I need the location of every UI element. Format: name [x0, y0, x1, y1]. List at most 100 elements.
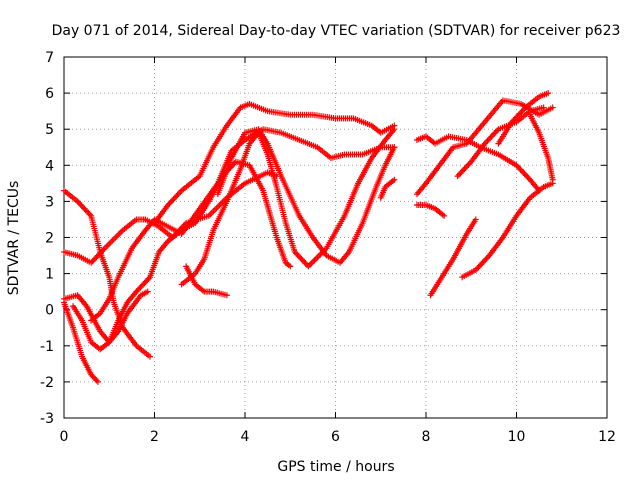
data-point-marker — [89, 258, 96, 265]
data-point-marker — [476, 262, 483, 269]
data-point-marker — [137, 284, 144, 291]
data-point-marker — [142, 278, 149, 285]
x-tick-label: 2 — [150, 429, 159, 445]
data-point-marker — [167, 199, 174, 206]
data-point-marker — [482, 256, 489, 263]
y-tick-label: 2 — [45, 231, 54, 247]
data-point-marker — [485, 136, 492, 143]
data-point-marker — [472, 216, 479, 223]
x-tick-label: 0 — [60, 429, 69, 445]
series-arc-l — [413, 133, 543, 194]
data-point-marker — [491, 130, 498, 137]
data-point-marker — [524, 173, 531, 180]
y-tick-label: 4 — [45, 158, 54, 174]
data-point-marker — [297, 254, 304, 261]
data-point-marker — [301, 259, 308, 266]
data-point-marker — [391, 176, 398, 183]
series-arc-m — [413, 202, 448, 219]
data-point-marker — [84, 208, 91, 215]
data-point-marker — [78, 202, 85, 209]
data-point-marker — [492, 129, 499, 136]
data-point-marker — [480, 258, 487, 265]
y-tick-label: -2 — [40, 375, 54, 391]
data-point-marker — [540, 104, 547, 111]
y-axis-label: SDTVAR / TECUs — [6, 181, 22, 296]
x-tick-label: 4 — [241, 429, 250, 445]
data-point-marker — [441, 212, 448, 219]
x-tick-label: 6 — [331, 429, 340, 445]
data-point-marker — [489, 131, 496, 138]
data-point-marker — [391, 126, 398, 133]
data-point-marker — [545, 90, 552, 97]
data-point-marker — [82, 207, 89, 214]
data-point-marker — [81, 205, 88, 212]
data-point-marker — [93, 377, 100, 384]
data-point-marker — [464, 163, 471, 170]
data-point-marker — [144, 288, 151, 295]
data-point-marker — [80, 204, 87, 211]
series-arc-e — [70, 288, 151, 353]
data-point-marker — [391, 144, 398, 151]
data-point-marker — [92, 255, 99, 262]
series-arc-j — [214, 126, 398, 266]
series-arc-k — [377, 176, 398, 201]
data-point-marker — [140, 281, 147, 288]
data-point-marker — [462, 164, 469, 171]
data-markers — [61, 90, 556, 385]
data-point-marker — [299, 257, 306, 264]
x-tick-label: 8 — [422, 429, 431, 445]
series-arc-s — [527, 111, 556, 183]
data-point-marker — [90, 374, 97, 381]
x-tick-label: 10 — [508, 429, 526, 445]
data-point-marker — [523, 172, 530, 179]
chart-title: Day 071 of 2014, Sidereal Day-to-day VTE… — [52, 23, 621, 39]
data-point-marker — [175, 190, 182, 197]
y-tick-label: -1 — [40, 339, 54, 355]
series-arc-r — [495, 90, 552, 147]
series-arc-o — [427, 216, 479, 299]
series-arc-g — [151, 100, 398, 227]
data-point-marker — [302, 260, 309, 267]
data-point-marker — [549, 176, 556, 183]
data-point-marker — [77, 201, 84, 208]
data-point-marker — [487, 134, 494, 141]
data-point-marker — [458, 168, 465, 175]
data-point-marker — [171, 194, 178, 201]
data-point-marker — [75, 199, 82, 206]
data-point-marker — [454, 173, 461, 180]
data-point-marker — [479, 259, 486, 266]
data-point-marker — [298, 256, 305, 263]
y-tick-label: 3 — [45, 194, 54, 210]
data-point-marker — [518, 168, 525, 175]
x-axis-label: GPS time / hours — [277, 459, 394, 475]
data-point-marker — [138, 282, 145, 289]
data-point-marker — [461, 165, 468, 172]
y-tick-label: 5 — [45, 122, 54, 138]
data-point-marker — [85, 209, 92, 216]
y-tick-label: -3 — [40, 411, 54, 427]
data-point-marker — [136, 285, 143, 292]
series-arc-d — [61, 299, 101, 385]
y-tick-label: 6 — [45, 86, 54, 102]
data-point-marker — [146, 353, 153, 360]
data-point-marker — [483, 255, 490, 262]
data-point-marker — [549, 104, 556, 111]
series-arc-p — [459, 180, 556, 281]
data-point-marker — [93, 253, 100, 260]
data-point-marker — [475, 264, 482, 271]
y-tick-label: 7 — [45, 50, 54, 66]
data-point-marker — [223, 292, 230, 299]
data-point-marker — [170, 196, 177, 203]
data-point-marker — [169, 197, 176, 204]
data-point-marker — [488, 133, 495, 140]
data-point-marker — [94, 378, 101, 385]
data-point-marker — [457, 170, 464, 177]
data-point-marker — [465, 161, 472, 168]
data-point-marker — [173, 193, 180, 200]
series-arc-h — [183, 263, 230, 299]
data-point-marker — [294, 251, 301, 258]
data-point-marker — [287, 263, 294, 270]
grid-group — [64, 57, 607, 418]
